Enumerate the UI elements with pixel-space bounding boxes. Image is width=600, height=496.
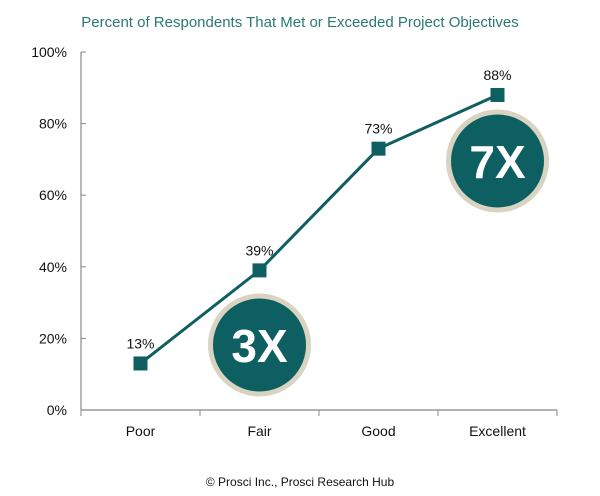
data-point — [133, 356, 148, 371]
y-tick-label: 60% — [39, 187, 67, 203]
data-label: 88% — [483, 67, 511, 83]
footer-credit: © Prosci Inc., Prosci Research Hub — [206, 475, 395, 489]
data-label: 13% — [126, 335, 154, 351]
x-tick-label: Excellent — [469, 423, 526, 439]
data-point — [252, 263, 267, 278]
chart-title: Percent of Respondents That Met or Excee… — [81, 14, 518, 31]
x-tick-label: Fair — [247, 423, 271, 439]
data-label: 73% — [364, 121, 392, 137]
multiplier-label: 3X — [231, 320, 288, 372]
series-line — [139, 93, 499, 365]
y-tick-label: 40% — [39, 259, 67, 275]
data-label: 39% — [245, 242, 273, 258]
y-tick-label: 80% — [39, 116, 67, 132]
y-tick-label: 100% — [31, 44, 67, 60]
multiplier-badge — [208, 293, 311, 397]
data-point — [490, 87, 505, 102]
multiplier-label: 7X — [469, 136, 526, 188]
y-tick-label: 0% — [47, 402, 67, 418]
y-tick-label: 20% — [39, 330, 67, 346]
x-tick-label: Good — [361, 423, 395, 439]
multiplier-badge — [446, 109, 549, 213]
x-tick-label: Poor — [126, 423, 156, 439]
data-point — [371, 141, 386, 156]
